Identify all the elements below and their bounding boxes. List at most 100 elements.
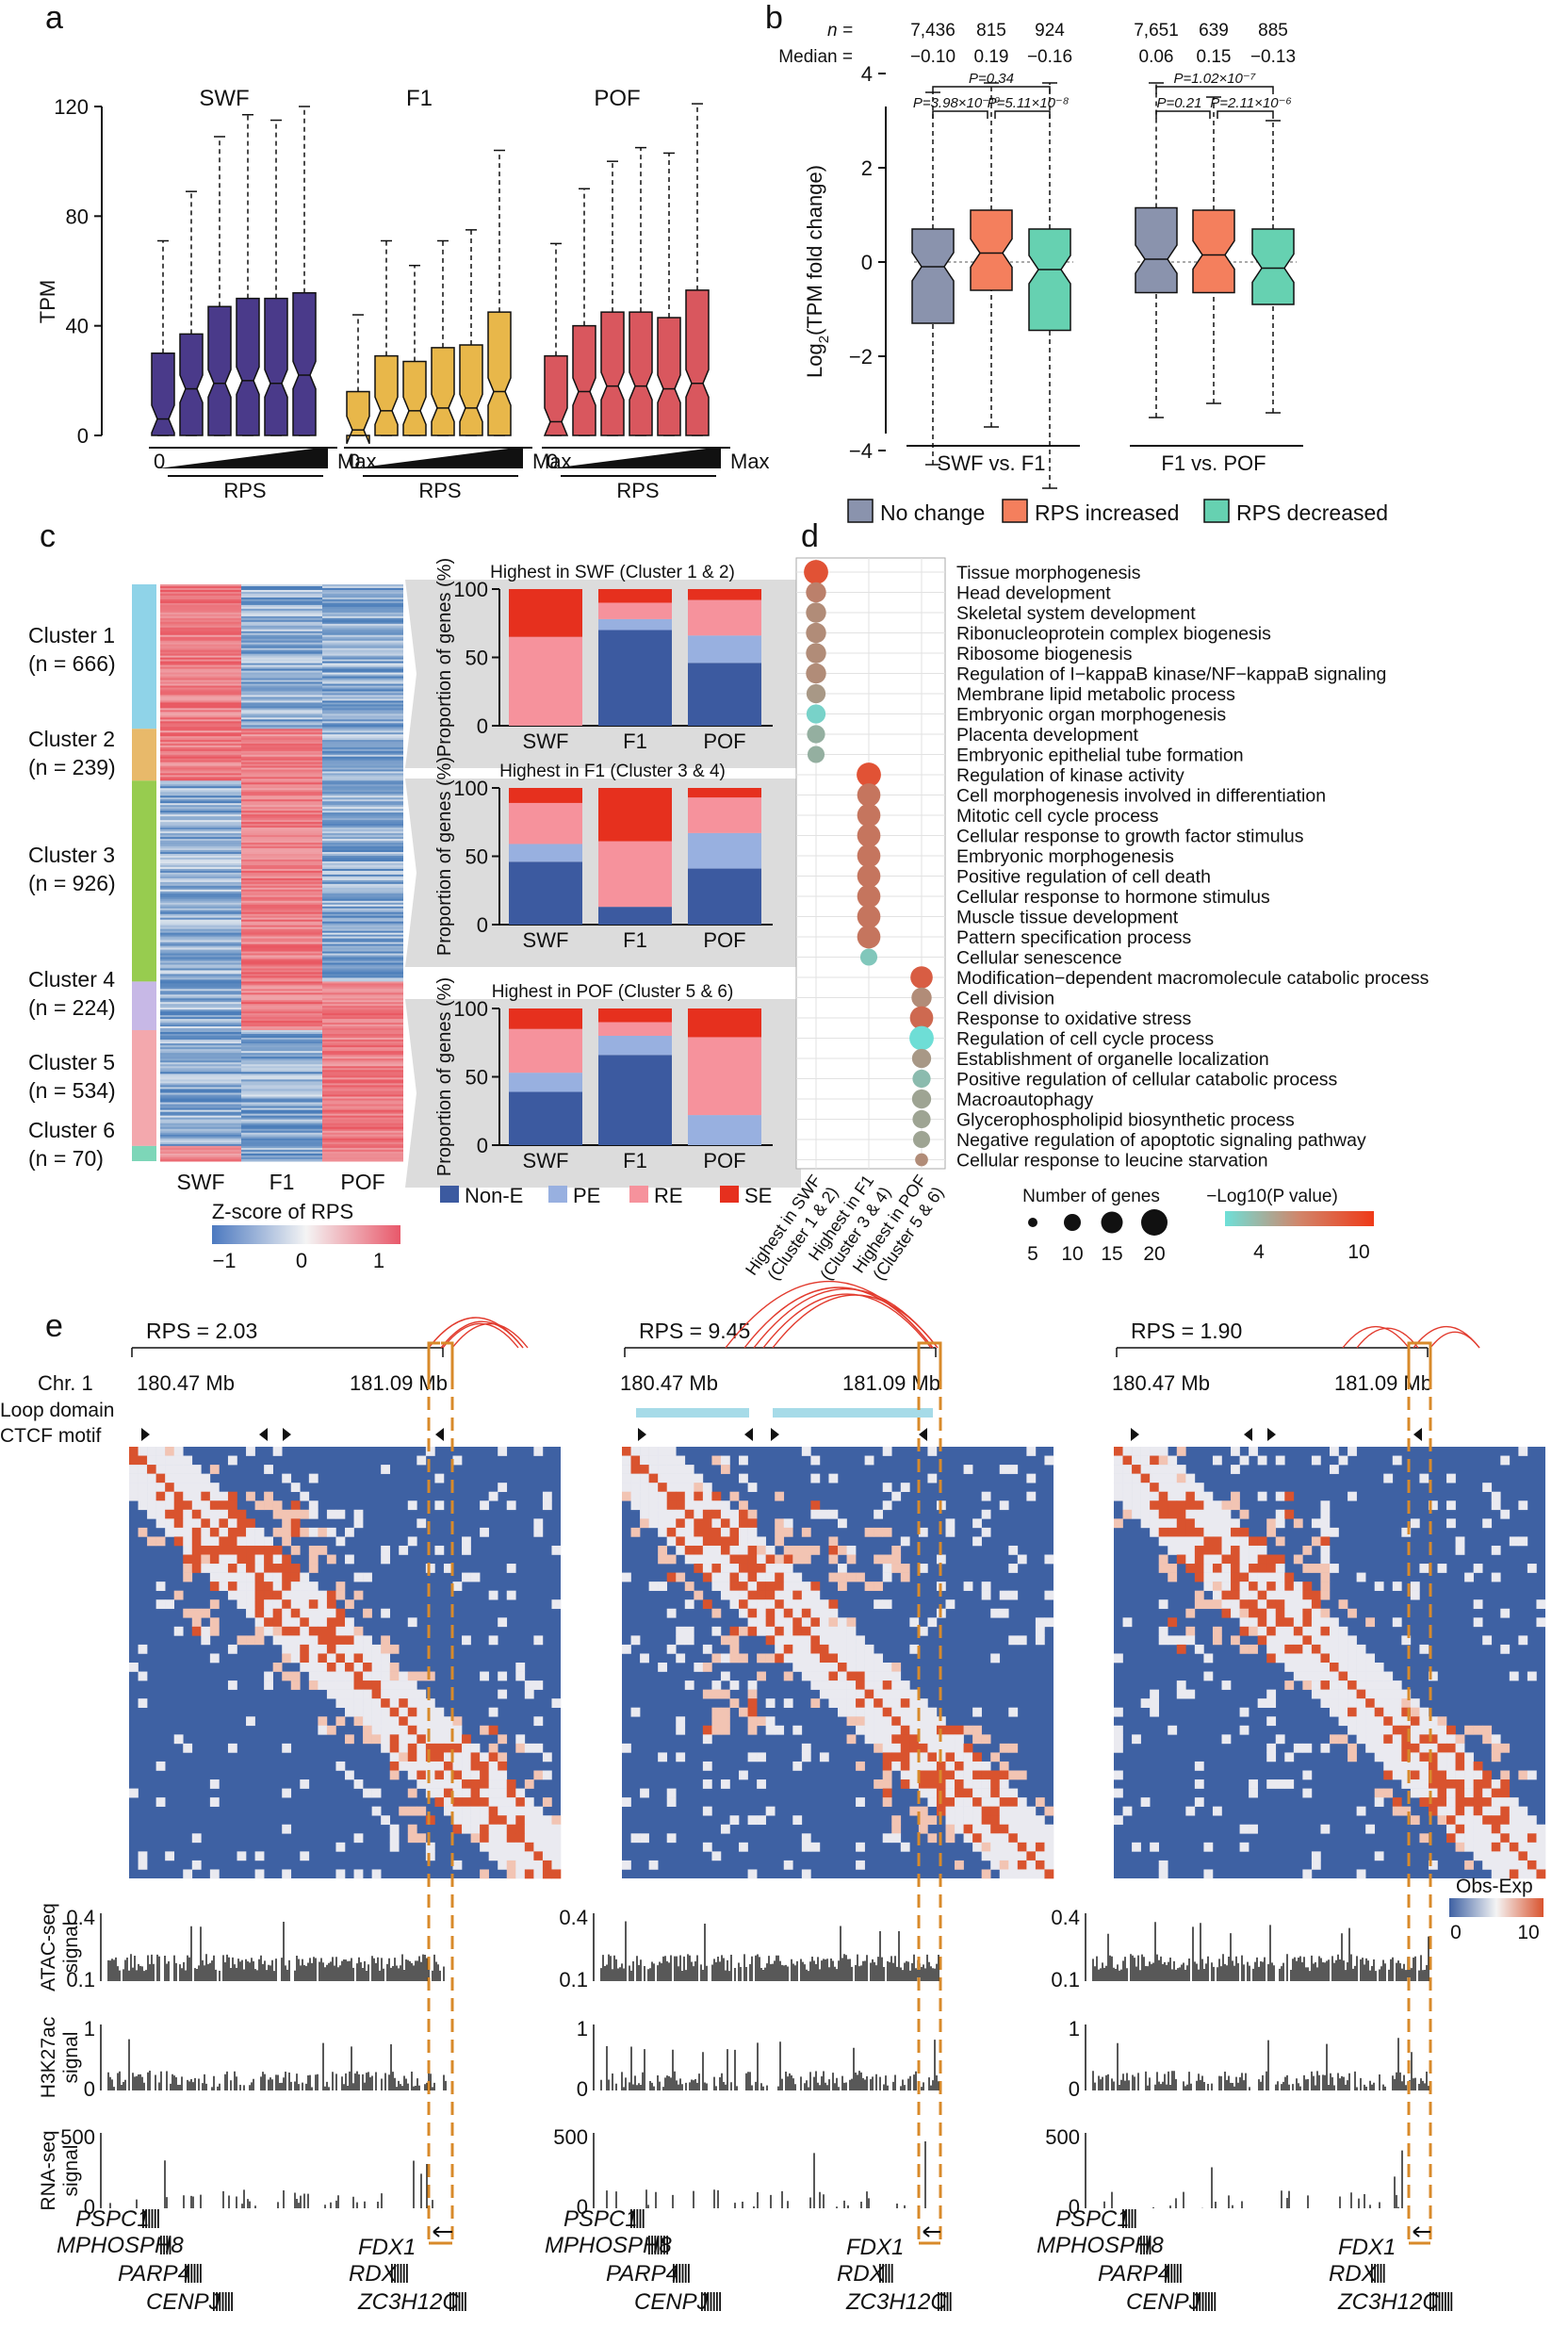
color-bar [1225, 1211, 1374, 1226]
hic-pixel [739, 1608, 748, 1618]
hic-pixel [918, 1734, 928, 1745]
go-dot [806, 704, 826, 724]
hic-pixel [480, 1770, 489, 1780]
hic-pixel [452, 1815, 463, 1826]
hic-pixel [1150, 1707, 1160, 1717]
heatmap-cell [241, 809, 322, 811]
hic-pixel [666, 1500, 677, 1511]
heatmap-cell [160, 649, 241, 653]
hic-pixel [1266, 1644, 1277, 1654]
heatmap-cell [322, 1038, 403, 1041]
hic-pixel [138, 1644, 148, 1654]
heatmap-cell [322, 1158, 403, 1162]
hic-pixel [765, 1572, 776, 1582]
hic-pixel [1293, 1743, 1303, 1753]
hic-pixel [1356, 1869, 1366, 1879]
hic-pixel [918, 1770, 928, 1780]
hic-pixel [407, 1806, 417, 1816]
legend-label: RPS decreased [1236, 500, 1388, 525]
go-dot [912, 1130, 931, 1149]
hic-pixel [1035, 1815, 1045, 1826]
heatmap-cell [241, 900, 322, 904]
hic-pixel [282, 1509, 292, 1519]
heatmap-cell [160, 697, 241, 699]
hic-pixel [900, 1564, 910, 1573]
hic-pixel [1185, 1536, 1196, 1547]
heatmap-cell [322, 1013, 403, 1016]
hic-pixel [999, 1833, 1009, 1844]
gene-exon [200, 2264, 202, 2283]
gene-exon [673, 2264, 675, 2283]
track-tick: 0 [577, 2195, 588, 2219]
hic-pixel [300, 1572, 310, 1582]
box [207, 305, 232, 436]
hic-pixel [972, 1797, 982, 1807]
heatmap-cell [160, 745, 241, 748]
hic-pixel [936, 1554, 946, 1565]
hic-pixel [138, 1447, 148, 1456]
hic-pixel [1419, 1833, 1429, 1844]
hic-pixel [326, 1590, 336, 1600]
hic-pixel [173, 1483, 184, 1493]
track-tick: 500 [1045, 2125, 1080, 2149]
hic-pixel [1527, 1860, 1537, 1870]
hic-pixel [1365, 1671, 1376, 1681]
hic-pixel [1132, 1473, 1141, 1483]
heatmap-cell [241, 647, 322, 651]
hic-pixel [676, 1626, 686, 1636]
heatmap-cell [160, 959, 241, 962]
hic-pixel [864, 1527, 874, 1537]
ctcf-arrow [919, 1428, 927, 1441]
hic-pixel [371, 1671, 382, 1681]
heatmap-cell [160, 591, 241, 595]
heatmap-cell [241, 1064, 322, 1067]
hic-pixel [981, 1770, 991, 1780]
hic-pixel [498, 1761, 508, 1771]
gene-exon [465, 2292, 466, 2311]
gene-label: RDX [1329, 2261, 1378, 2287]
hic-pixel [1356, 1680, 1366, 1690]
hic-pixel [945, 1599, 956, 1610]
hic-pixel [524, 1779, 534, 1789]
hic-pixel [165, 1527, 175, 1537]
hic-pixel [666, 1608, 677, 1618]
heatmap-cell [322, 820, 403, 823]
hic-pixel [498, 1617, 508, 1628]
hic-pixel [783, 1564, 793, 1573]
hic-pixel [533, 1860, 544, 1870]
hic-pixel [1132, 1734, 1141, 1745]
hic-pixel [801, 1842, 811, 1852]
hic-pixel [1168, 1455, 1178, 1466]
hic-pixel [1114, 1491, 1123, 1501]
hic-pixel [272, 1617, 283, 1628]
hic-pixel [846, 1698, 857, 1709]
hic-pixel [443, 1806, 453, 1816]
hic-pixel [658, 1527, 668, 1537]
hic-pixel [1194, 1545, 1204, 1555]
hic-pixel [792, 1608, 803, 1618]
hic-pixel [1114, 1815, 1123, 1826]
heatmap-cell [160, 636, 241, 640]
heatmap-cell [322, 843, 403, 845]
hic-pixel [155, 1455, 166, 1466]
hic-pixel [1257, 1491, 1267, 1501]
hic-pixel [1140, 1455, 1151, 1466]
gene-exon [1149, 2236, 1152, 2254]
hic-pixel [864, 1671, 874, 1681]
gene-exon [1380, 2264, 1382, 2283]
track-tick: 0.1 [1051, 1968, 1080, 1992]
heatmap-cell [322, 943, 403, 947]
hic-pixel [353, 1779, 364, 1789]
hic-pixel [765, 1617, 776, 1628]
hic-pixel [1437, 1770, 1447, 1780]
gene-exon [1214, 2292, 1217, 2311]
heatmap-cell [241, 736, 322, 739]
hic-pixel [1330, 1734, 1339, 1745]
y-tick-label: −2 [849, 345, 873, 369]
heatmap-cell [160, 760, 241, 763]
hic-pixel [1239, 1626, 1250, 1636]
heatmap-cell [160, 1079, 241, 1082]
go-dot [857, 803, 881, 828]
hic-pixel [345, 1680, 354, 1690]
